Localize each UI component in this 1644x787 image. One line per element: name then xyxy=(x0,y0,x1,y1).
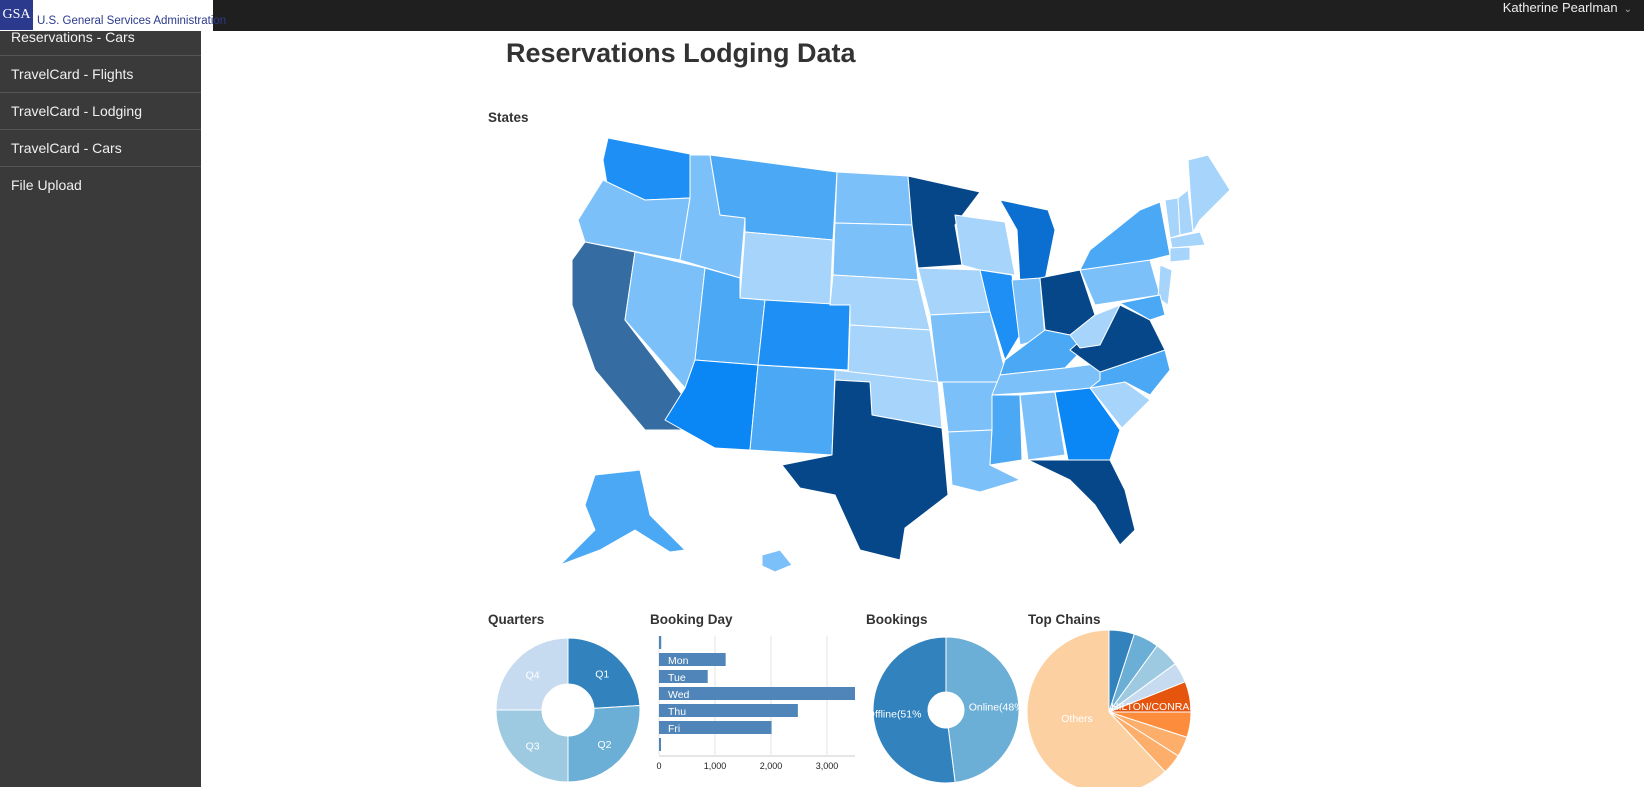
pie-label: Q2 xyxy=(597,739,611,751)
pie-label: Online(48%) xyxy=(969,702,1022,714)
state-ar[interactable] xyxy=(941,381,1001,433)
state-tx[interactable] xyxy=(781,379,949,561)
x-tick-label: 2,000 xyxy=(760,761,783,771)
states-label: States xyxy=(488,110,529,125)
x-tick-label: 0 xyxy=(656,761,661,771)
bar[interactable] xyxy=(659,738,661,751)
pie-label: Q1 xyxy=(595,669,609,681)
state-ak[interactable] xyxy=(559,469,686,566)
state-ny[interactable] xyxy=(1079,201,1171,271)
state-ct[interactable] xyxy=(1169,246,1191,263)
state-wy[interactable] xyxy=(739,231,834,306)
state-al[interactable] xyxy=(1019,391,1066,461)
booking-day-chart[interactable]: Mon Tue Wed Thu Fri 0 1,000 2,000 3,000 xyxy=(650,632,865,787)
state-me[interactable] xyxy=(1187,154,1231,233)
gsa-logo-mark: GSA xyxy=(0,0,33,30)
bar[interactable] xyxy=(659,670,708,683)
x-tick-label: 3,000 xyxy=(816,761,839,771)
user-menu[interactable]: Katherine Pearlman ⌄ xyxy=(1503,0,1632,16)
state-nj[interactable] xyxy=(1157,264,1173,306)
pie-slice[interactable] xyxy=(872,636,956,784)
bar[interactable] xyxy=(659,653,726,666)
bar[interactable] xyxy=(659,636,662,649)
x-tick-label: 1,000 xyxy=(704,761,727,771)
bar-label: Wed xyxy=(668,689,690,701)
bar[interactable] xyxy=(659,721,772,734)
state-ma[interactable] xyxy=(1169,231,1206,249)
state-ia[interactable] xyxy=(917,267,991,316)
pie-slice[interactable] xyxy=(1026,629,1166,787)
bar[interactable] xyxy=(659,704,798,717)
state-ga[interactable] xyxy=(1054,387,1121,461)
state-il[interactable] xyxy=(979,269,1021,361)
state-wv[interactable] xyxy=(1069,304,1121,349)
state-sd[interactable] xyxy=(832,222,919,281)
user-name: Katherine Pearlman xyxy=(1502,0,1618,15)
pie-slice[interactable] xyxy=(567,637,641,709)
bookings-label: Bookings xyxy=(866,612,928,627)
quarters-label: Quarters xyxy=(488,612,545,627)
top-bar: GSA U.S. General Services Administration… xyxy=(0,0,1644,31)
sidebar-item-travelcard-flights[interactable]: TravelCard - Flights xyxy=(0,56,201,93)
pie-label: Q4 xyxy=(526,670,540,682)
state-hi[interactable] xyxy=(761,549,793,573)
pie-slice[interactable] xyxy=(945,636,1020,783)
state-nc[interactable] xyxy=(1089,349,1171,396)
states-map-svg xyxy=(559,137,1231,573)
booking-day-label: Booking Day xyxy=(650,612,733,627)
state-ms[interactable] xyxy=(989,394,1023,466)
bar-label: Fri xyxy=(668,723,680,735)
bar[interactable] xyxy=(659,687,855,700)
pie-label: Offline(51% xyxy=(872,708,921,720)
top-chains-chart[interactable]: HILTON/CONRAD HO Others xyxy=(1025,628,1195,787)
gsa-logo[interactable]: GSA U.S. General Services Administration xyxy=(0,0,226,31)
sidebar: Reservations - Cars TravelCard - Flights… xyxy=(0,31,201,787)
state-vt[interactable] xyxy=(1164,197,1181,239)
bar-label: Mon xyxy=(668,655,689,667)
bar-label: Tue xyxy=(668,672,686,684)
bar-label: Thu xyxy=(668,706,686,718)
top-chains-label: Top Chains xyxy=(1028,612,1101,627)
pie-label: HILTON/CONRAD HO xyxy=(1111,701,1195,713)
pie-slice[interactable] xyxy=(495,637,569,711)
chevron-down-icon: ⌄ xyxy=(1623,4,1632,15)
page-title: Reservations Lodging Data xyxy=(506,38,856,68)
sidebar-item-travelcard-lodging[interactable]: TravelCard - Lodging xyxy=(0,93,201,130)
quarters-chart[interactable]: Q1 Q2 Q3 Q4 xyxy=(495,632,645,787)
sidebar-item-file-upload[interactable]: File Upload xyxy=(11,177,82,193)
state-fl[interactable] xyxy=(1027,459,1136,546)
state-co[interactable] xyxy=(757,299,851,371)
pie-label: Q3 xyxy=(526,740,540,752)
sidebar-item-reservations-cars[interactable]: Reservations - Cars xyxy=(0,31,201,56)
pie-slice[interactable] xyxy=(495,709,569,783)
state-wi[interactable] xyxy=(954,214,1016,276)
gsa-logo-text: U.S. General Services Administration xyxy=(37,15,227,27)
state-md[interactable] xyxy=(1119,294,1166,321)
state-nd[interactable] xyxy=(834,171,913,226)
pie-label: Others xyxy=(1061,713,1093,725)
states-map[interactable] xyxy=(500,120,1280,575)
state-nm[interactable] xyxy=(749,364,836,456)
sidebar-item-travelcard-cars[interactable]: TravelCard - Cars xyxy=(0,130,201,167)
pie-slice[interactable] xyxy=(567,704,641,783)
bookings-chart[interactable]: Online(48%) Offline(51% xyxy=(872,632,1022,787)
